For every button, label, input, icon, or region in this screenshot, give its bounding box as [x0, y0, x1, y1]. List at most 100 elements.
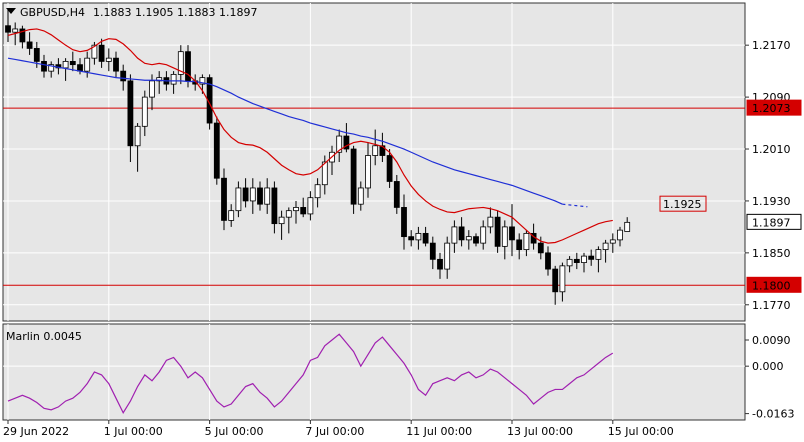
candle: [494, 210, 501, 253]
candle-body-down: [437, 258, 443, 270]
candle-body-up: [91, 44, 98, 59]
candle: [19, 25, 26, 49]
candle: [156, 71, 163, 94]
candle-body-up: [444, 242, 451, 270]
candle: [271, 181, 278, 234]
candle: [602, 239, 609, 263]
candle: [264, 178, 271, 214]
candle-body-up: [156, 77, 163, 82]
price-tags: 1.2073 1.1925 1.1897 1.1800: [659, 99, 802, 293]
candle: [581, 252, 587, 273]
dropdown-triangle-icon[interactable]: [6, 8, 16, 14]
candle-body-up: [602, 242, 609, 251]
candle-body-up: [84, 57, 91, 72]
price-tag-label: 1.1800: [752, 279, 791, 292]
candle: [422, 226, 429, 247]
candle-body-down: [537, 242, 544, 254]
candle: [379, 132, 386, 162]
candle: [429, 236, 436, 270]
candle: [595, 246, 602, 273]
candle: [487, 207, 494, 234]
candle-body-down: [379, 145, 386, 156]
candle-body-down: [429, 242, 436, 260]
price-tick-label: 1.2010: [752, 143, 791, 156]
marlin-axis: 0.0090 0.000 -0.0163: [745, 334, 794, 421]
candle-body-up: [249, 187, 256, 202]
price-tick-label: 1.1930: [752, 195, 791, 208]
candle-body-up: [617, 229, 623, 241]
candle: [314, 178, 321, 208]
candle-body-up: [314, 184, 321, 199]
candle-body-up: [487, 216, 494, 228]
candle-body-down: [206, 77, 213, 124]
ohlc-values: 1.1883 1.1905 1.1883 1.1897: [93, 6, 257, 19]
candle: [458, 217, 465, 247]
price-tag-label: 1.2073: [752, 102, 791, 115]
time-tick-label: 11 Jul 00:00: [406, 425, 472, 438]
candle-body-up: [465, 236, 472, 241]
price-panel: [2, 2, 746, 322]
candle: [537, 236, 544, 260]
candle: [609, 233, 616, 253]
candle-body-down: [41, 61, 47, 72]
candle-body-down: [393, 181, 400, 208]
time-tick-label: 29 Jun 2022: [3, 425, 69, 438]
candle-body-down: [127, 80, 134, 147]
candlesticks: [5, 9, 631, 305]
candle: [343, 123, 350, 153]
candle: [437, 252, 443, 279]
candle-body-down: [5, 25, 11, 33]
candle: [393, 174, 400, 214]
candle: [336, 129, 343, 162]
candle-body-up: [307, 197, 314, 215]
candle: [113, 51, 119, 78]
candle: [552, 265, 559, 305]
candle-body-up: [134, 125, 141, 147]
candle-body-down: [98, 44, 105, 62]
candle: [408, 230, 415, 247]
candle: [509, 204, 515, 257]
candle-body-up: [480, 226, 487, 244]
marlin-tick-label: 0.0090: [752, 334, 791, 347]
candle-body-down: [19, 28, 26, 43]
marlin-tick-label: -0.0163: [752, 408, 794, 421]
candle: [523, 230, 530, 257]
candle: [401, 194, 407, 250]
candle: [566, 256, 573, 273]
candle-body-up: [595, 249, 602, 260]
candle: [134, 123, 141, 172]
candle-body-down: [343, 135, 350, 150]
symbol-label: GBPUSD,H4: [20, 6, 85, 19]
candle: [293, 200, 299, 224]
candle-body-up: [141, 96, 148, 127]
candle: [386, 149, 393, 188]
candle: [213, 116, 220, 185]
candle-body-up: [336, 135, 343, 153]
candle: [321, 155, 328, 195]
candle-body-down: [120, 70, 127, 82]
candle-body-down: [213, 122, 220, 179]
candle-body-down: [185, 51, 191, 82]
candle-body-up: [235, 187, 242, 212]
candle: [170, 71, 177, 94]
candle-body-down: [494, 216, 501, 247]
candle: [249, 178, 256, 214]
candle-body-down: [300, 207, 307, 215]
candle: [617, 226, 623, 247]
time-tick-label: 5 Jul 00:00: [205, 425, 264, 438]
candle: [444, 236, 451, 279]
candle-body-up: [523, 232, 530, 251]
candle: [372, 129, 379, 166]
candle: [573, 252, 580, 270]
candle-body-down: [401, 207, 407, 238]
candle-body-down: [422, 232, 429, 244]
candle: [501, 220, 508, 260]
time-tick-label: 15 Jul 00:00: [608, 425, 674, 438]
candle: [62, 58, 69, 81]
candle-body-down: [257, 187, 263, 205]
price-tag-box: [746, 99, 802, 116]
ma-price-label: 1.1925: [663, 198, 702, 211]
candle: [465, 230, 472, 250]
marlin-line: [7, 333, 614, 414]
candle: [235, 181, 242, 218]
